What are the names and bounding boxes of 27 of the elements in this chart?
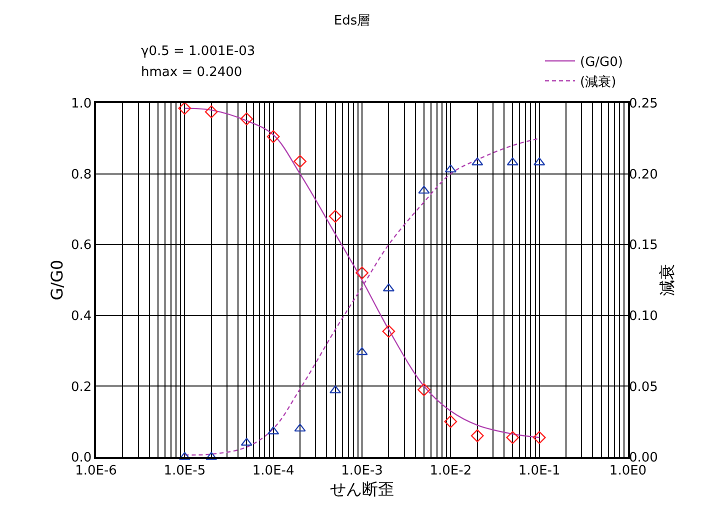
legend-label: (減衰) [580, 74, 616, 90]
x-tick-label: 1.0E-1 [518, 463, 560, 478]
y-axis-title: G/G0 [47, 260, 66, 300]
x-tick-label: 1.0E-4 [252, 463, 294, 478]
x-tick-label: 1.0E0 [609, 463, 647, 478]
x-tick-label: 1.0E-5 [164, 463, 206, 478]
y-tick-label: 0.4 [70, 308, 92, 324]
y2-tick-label: 0.25 [629, 96, 658, 112]
y2-tick-label: 0.15 [629, 238, 658, 254]
y-tick-label: 0.2 [70, 380, 92, 395]
text: hmax = 0.2400 [141, 65, 242, 80]
text: γ0.5 = 1.001E-03 [141, 44, 256, 59]
y2-tick-label: 0.00 [629, 450, 658, 466]
x-axis-title: せん断歪 [330, 480, 394, 499]
y-tick-label: 1.0 [70, 96, 92, 112]
y2-tick-label: 0.10 [629, 308, 658, 324]
y-tick-label: 0.6 [70, 238, 92, 254]
x-tick-label: 1.0E-3 [341, 463, 383, 478]
y2-axis-title: 減衰 [658, 264, 677, 296]
y-tick-label: 0.8 [70, 167, 92, 182]
x-tick-label: 1.0E-2 [430, 463, 472, 478]
x-tick-label: 1.0E-6 [75, 463, 117, 478]
y2-tick-label: 0.20 [629, 167, 658, 182]
legend-label: (G/G0) [580, 54, 623, 70]
y-tick-label: 0.0 [70, 450, 92, 466]
y2-tick-label: 0.05 [629, 380, 658, 395]
chart-title: Eds層 [334, 14, 370, 29]
